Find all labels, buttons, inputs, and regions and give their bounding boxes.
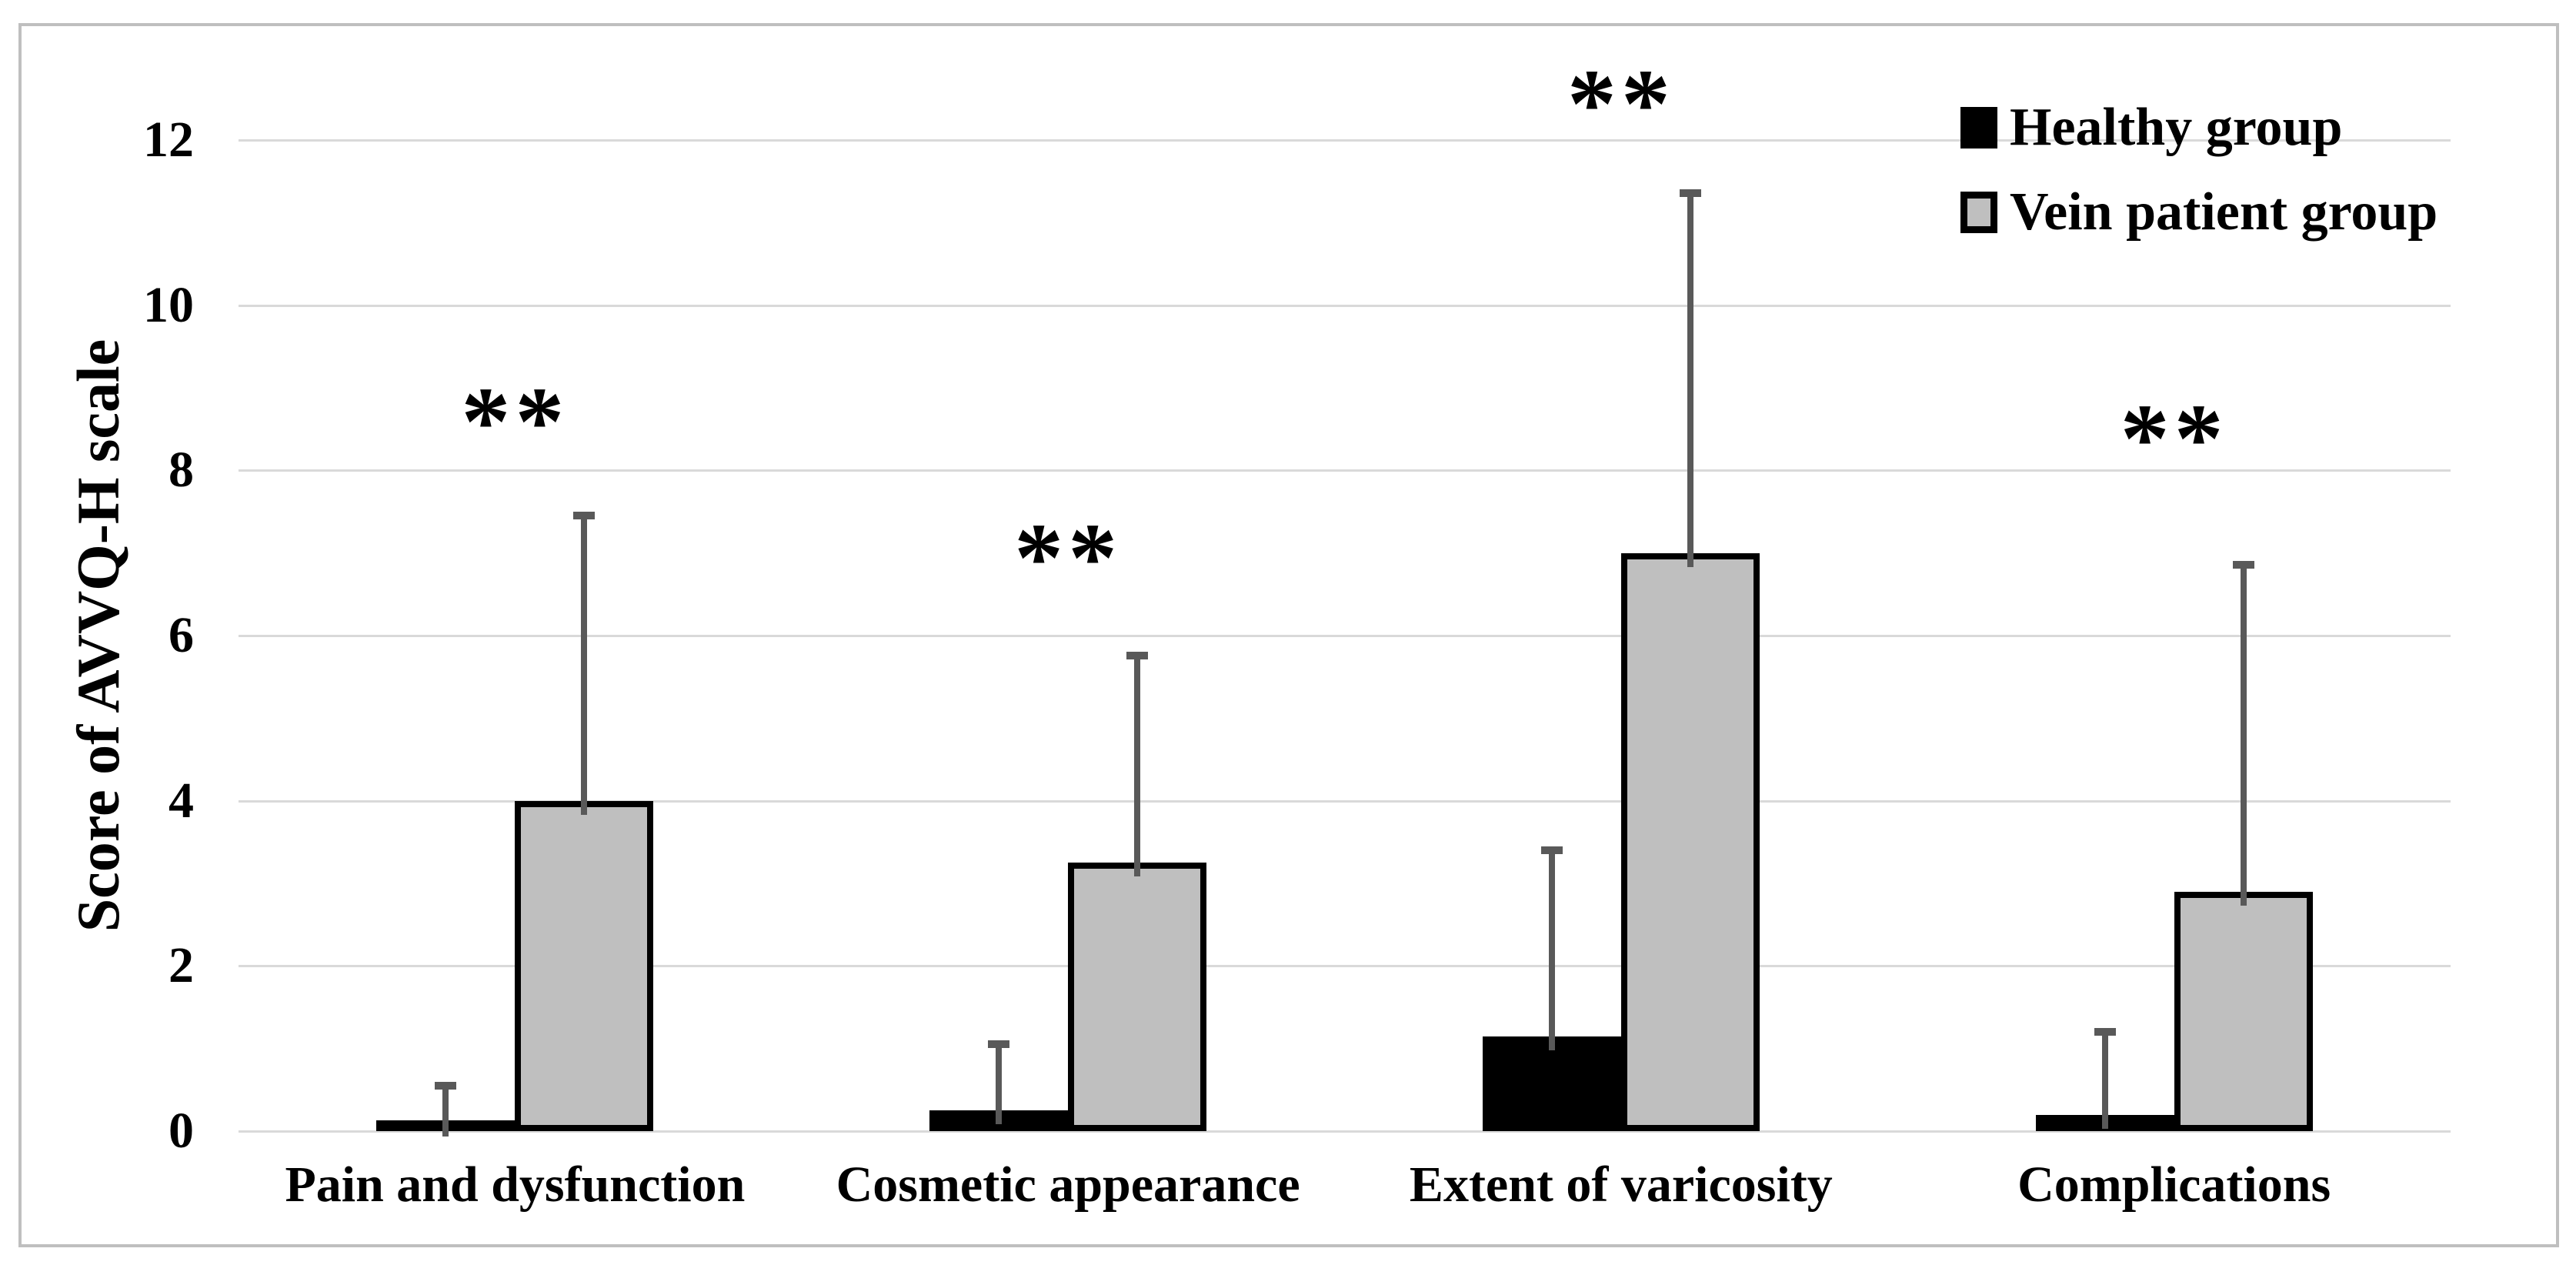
gridline-y-6 xyxy=(239,635,2451,637)
y-tick-label-10: 10 xyxy=(143,276,194,333)
legend-swatch-vein xyxy=(1960,192,1997,233)
error-bar-cap-vein-3 xyxy=(1679,189,1701,198)
bar-healthy-3 xyxy=(1482,1036,1621,1131)
gridline-y-12 xyxy=(239,139,2451,142)
bar-vein-4 xyxy=(2174,891,2313,1131)
error-bar-healthy-4 xyxy=(2101,1027,2108,1129)
legend-swatch-healthy xyxy=(1960,107,1997,149)
error-bar-cap-vein-2 xyxy=(1126,652,1149,660)
y-tick-label-6: 6 xyxy=(169,607,194,663)
category-label-4: Complications xyxy=(2017,1157,2331,1213)
error-bar-healthy-3 xyxy=(1548,846,1555,1050)
significance-marker-4: ** xyxy=(2120,383,2228,493)
gridline-y-4 xyxy=(239,799,2451,803)
error-bar-cap-healthy-3 xyxy=(1540,846,1563,854)
error-bar-vein-4 xyxy=(2240,561,2247,906)
y-tick-label-8: 8 xyxy=(169,442,194,499)
error-bar-vein-1 xyxy=(581,512,588,815)
error-bar-cap-healthy-4 xyxy=(2094,1027,2116,1036)
bar-vein-2 xyxy=(1068,863,1207,1131)
figure-border xyxy=(18,23,2559,1247)
gridline-y-0 xyxy=(239,1130,2451,1133)
gridline-y-2 xyxy=(239,965,2451,968)
y-tick-label-0: 0 xyxy=(169,1103,194,1159)
legend-item-vein: Vein patient group xyxy=(1960,175,2438,249)
error-bar-healthy-2 xyxy=(996,1040,1003,1125)
category-label-2: Cosmetic appearance xyxy=(836,1157,1300,1213)
gridline-y-10 xyxy=(239,304,2451,307)
significance-marker-1: ** xyxy=(461,367,569,477)
bar-vein-3 xyxy=(1620,552,1760,1131)
gridline-y-8 xyxy=(239,469,2451,472)
error-bar-cap-healthy-1 xyxy=(435,1081,457,1090)
error-bar-cap-healthy-2 xyxy=(988,1040,1010,1048)
category-label-1: Pain and dysfunction xyxy=(285,1157,746,1213)
y-tick-label-2: 2 xyxy=(169,937,194,994)
significance-marker-2: ** xyxy=(1014,503,1123,613)
legend-label-healthy: Healthy group xyxy=(2010,98,2343,157)
y-tick-label-4: 4 xyxy=(169,772,194,829)
error-bar-cap-vein-1 xyxy=(573,512,596,519)
error-bar-vein-3 xyxy=(1687,189,1693,567)
significance-marker-3: ** xyxy=(1567,48,1675,159)
error-bar-healthy-1 xyxy=(442,1081,449,1137)
error-bar-vein-2 xyxy=(1134,652,1141,877)
category-label-3: Extent of varicosity xyxy=(1409,1157,1833,1213)
legend: Healthy group Vein patient group xyxy=(1960,91,2438,260)
bar-vein-1 xyxy=(515,800,654,1131)
legend-label-vein: Vein patient group xyxy=(2010,182,2438,242)
y-tick-label-12: 12 xyxy=(143,112,194,168)
legend-item-healthy: Healthy group xyxy=(1960,91,2438,165)
error-bar-cap-vein-4 xyxy=(2232,561,2254,569)
